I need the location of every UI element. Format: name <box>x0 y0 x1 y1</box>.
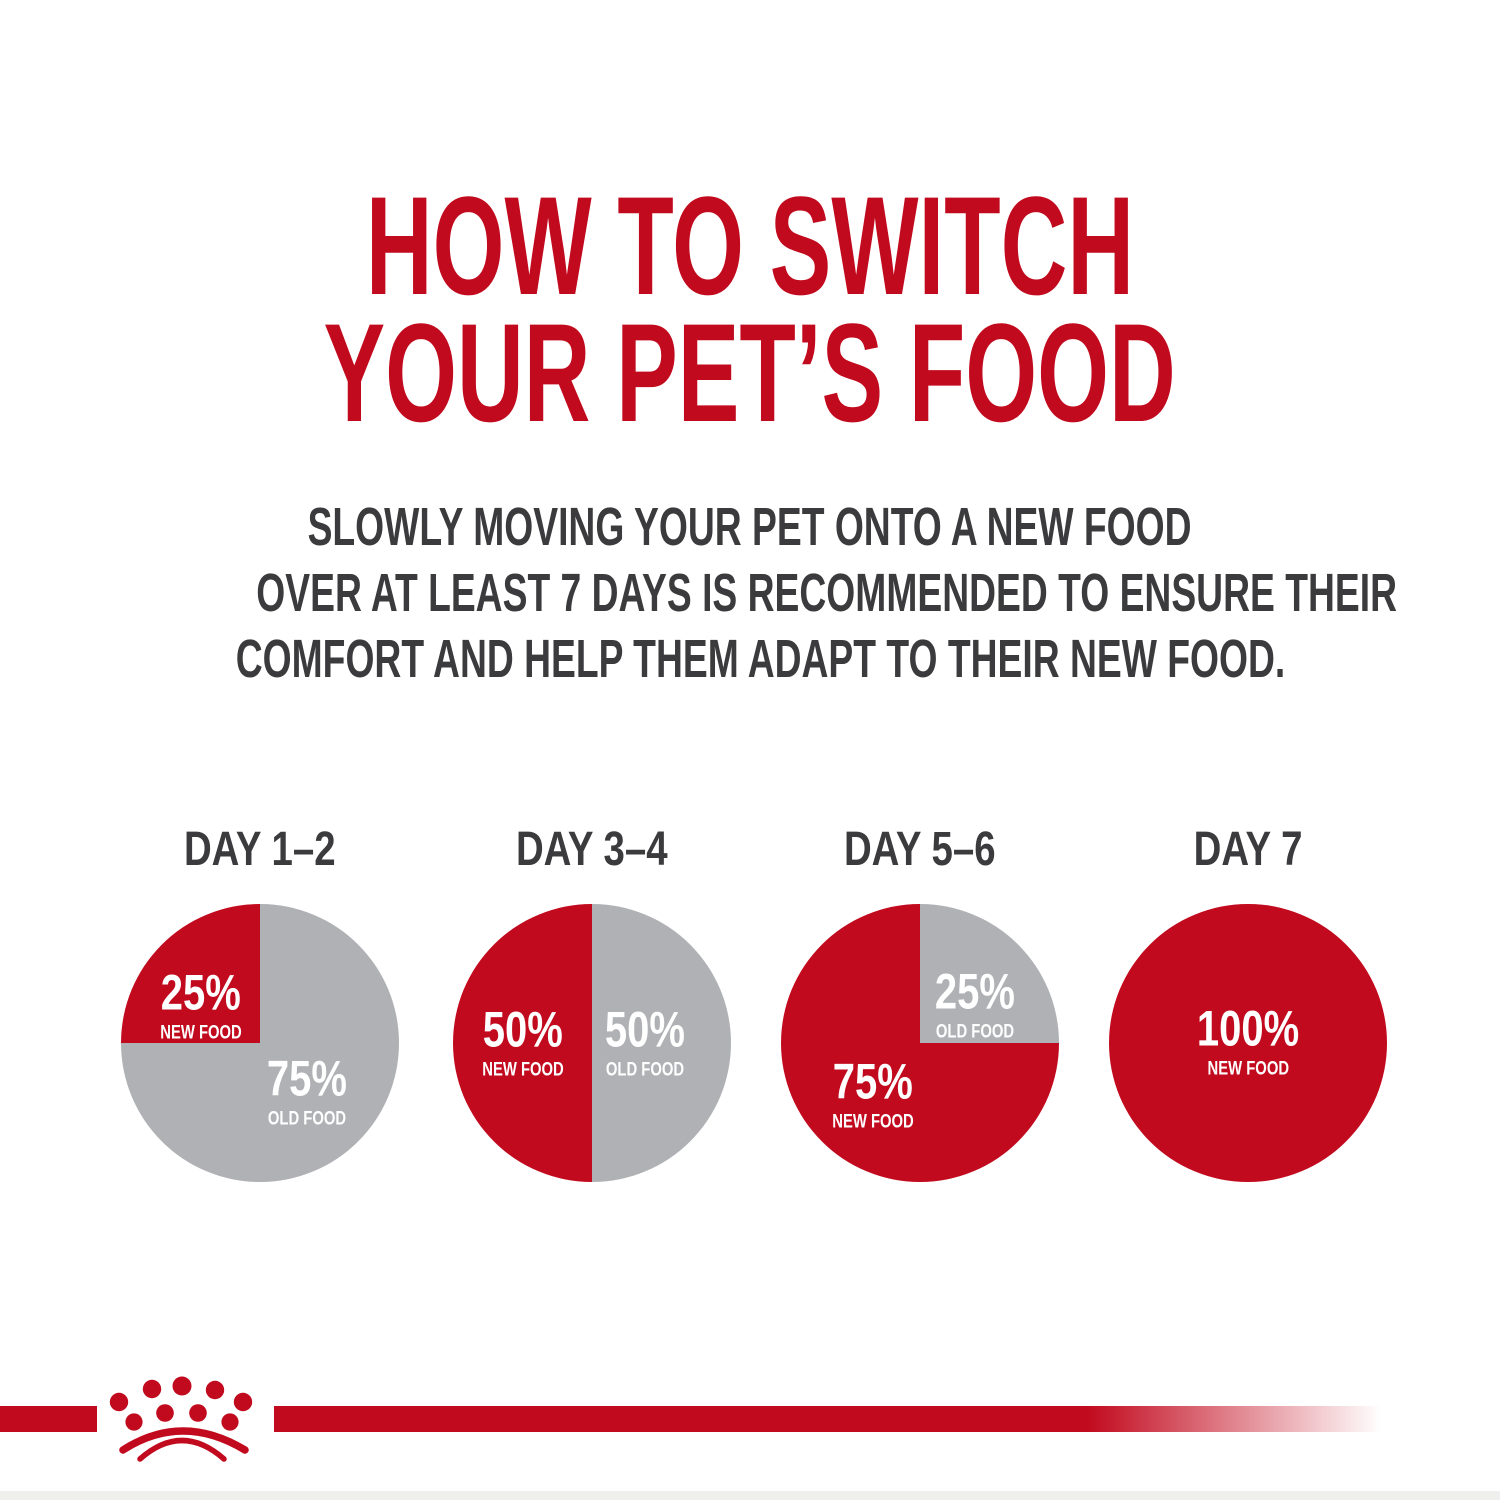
pie-chart-day-3-4: 50% NEW FOOD 50% OLD FOOD <box>453 904 731 1182</box>
pie-slice-label-new-food: 25% NEW FOOD <box>160 964 242 1044</box>
pie-chart-day-5-6: 25% OLD FOOD 75% NEW FOOD <box>781 904 1059 1182</box>
page-title-line-1: HOW TO SWITCH <box>0 176 1500 316</box>
title-text: HOW TO SWITCH <box>365 167 1135 324</box>
day-heading-7: DAY 7 <box>1193 823 1303 876</box>
royal-canin-crown-icon <box>109 1376 253 1462</box>
pie-slice-label-new-food: 100% NEW FOOD <box>1196 1000 1300 1080</box>
bottom-edge-strip <box>0 1491 1500 1500</box>
pie-chart-day-1-2: 25% NEW FOOD 75% OLD FOOD <box>121 904 399 1182</box>
day-heading-3-4: DAY 3–4 <box>516 823 668 876</box>
pie-slice-label-old-food: 25% OLD FOOD <box>934 963 1016 1043</box>
footer-red-stripe-left <box>0 1406 97 1432</box>
subtitle-line-2: OVER AT LEAST 7 DAYS IS RECOMMENDED TO E… <box>256 563 1397 623</box>
title-text: YOUR PET’S FOOD <box>323 294 1177 451</box>
subtitle-line-1: SLOWLY MOVING YOUR PET ONTO A NEW FOOD <box>308 497 1192 557</box>
subtitle-line-3: COMFORT AND HELP THEM ADAPT TO THEIR NEW… <box>235 629 1286 689</box>
day-heading-1-2: DAY 1–2 <box>184 823 336 876</box>
pie-slice-label-new-food: 75% NEW FOOD <box>832 1053 914 1133</box>
pie-slice-label-new-food: 50% NEW FOOD <box>482 1001 564 1081</box>
pie-slice-label-old-food: 50% OLD FOOD <box>604 1001 686 1081</box>
day-heading-5-6: DAY 5–6 <box>844 823 996 876</box>
footer-red-stripe-right <box>274 1406 1404 1432</box>
pie-chart-day-7: 100% NEW FOOD <box>1109 904 1387 1182</box>
pie-slice-label-old-food: 75% OLD FOOD <box>266 1050 348 1130</box>
page-title-line-2: YOUR PET’S FOOD <box>0 303 1500 443</box>
